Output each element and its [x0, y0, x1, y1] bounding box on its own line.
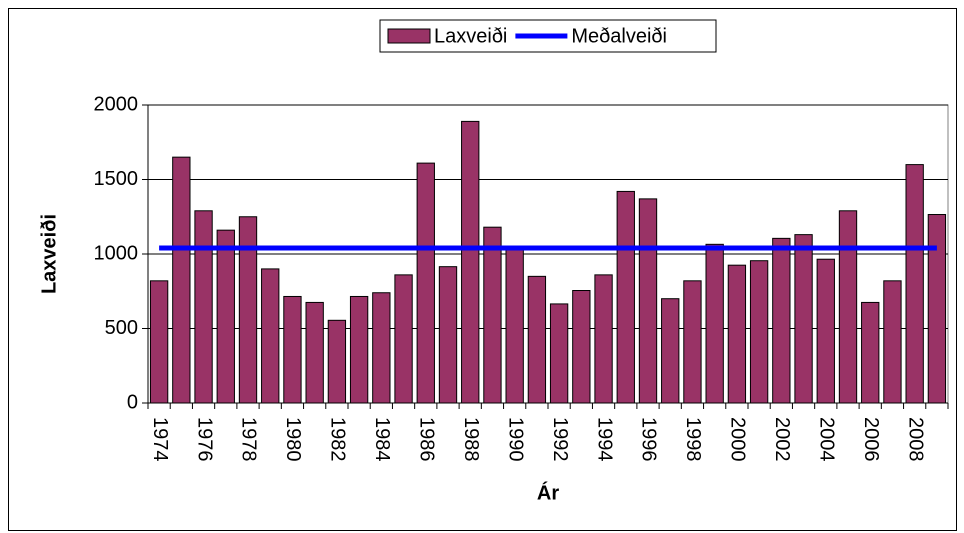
x-tick-label: 1974: [149, 417, 171, 462]
y-tick-label: 0: [127, 391, 138, 413]
bar: [594, 274, 613, 404]
x-tick-label: 1980: [282, 417, 304, 462]
bar: [905, 164, 924, 404]
bar: [661, 298, 680, 404]
legend-label: Meðalveiði: [571, 25, 667, 47]
y-tick-label: 2000: [94, 93, 139, 115]
bar: [927, 214, 947, 404]
bar: [549, 303, 569, 404]
bar: [794, 234, 813, 404]
bar: [527, 275, 547, 404]
bar: [749, 260, 769, 404]
bar: [683, 280, 702, 404]
bar: [238, 216, 258, 404]
x-tick-label: 1982: [327, 417, 349, 462]
x-tick-label: 1994: [593, 417, 615, 462]
bar: [705, 243, 724, 404]
bar: [283, 295, 302, 404]
x-tick-label: 1998: [682, 417, 704, 462]
bar: [149, 280, 169, 404]
bar: [372, 292, 391, 404]
bar: [438, 266, 458, 404]
x-tick-label: 2000: [727, 417, 749, 462]
bar: [483, 226, 502, 404]
x-tick-label: 1976: [193, 417, 215, 462]
bar: [394, 274, 413, 404]
bar: [572, 290, 591, 404]
legend-swatch: [387, 28, 431, 44]
x-axis-title: Ár: [537, 481, 559, 504]
x-tick-label: 1988: [460, 417, 482, 462]
x-tick-label: 1992: [549, 417, 571, 462]
x-tick-label: 2006: [860, 417, 882, 462]
bar: [816, 258, 835, 404]
y-tick-label: 1000: [94, 242, 139, 264]
x-tick-label: 2002: [771, 417, 793, 462]
bar: [194, 210, 213, 404]
x-tick-label: 1986: [415, 417, 437, 462]
x-tick-label: 2008: [904, 417, 926, 462]
bar: [261, 268, 280, 404]
x-tick-label: 1990: [504, 417, 526, 462]
bar: [416, 162, 435, 404]
bar: [883, 280, 902, 404]
bar: [838, 210, 858, 404]
x-tick-label: 1996: [638, 417, 660, 462]
x-tick-label: 1984: [371, 417, 393, 462]
legend-label: Laxveiði: [434, 25, 507, 47]
bar: [861, 301, 880, 404]
y-tick-label: 500: [105, 317, 138, 339]
bar: [305, 301, 324, 404]
bar: [349, 295, 369, 404]
x-tick-label: 1978: [238, 417, 260, 462]
bar: [505, 246, 524, 404]
bar: [461, 120, 480, 404]
bar: [327, 319, 347, 404]
bar: [772, 237, 791, 404]
y-tick-label: 1500: [94, 168, 139, 190]
y-axis-title: Laxveiði: [38, 214, 60, 294]
bar: [172, 156, 191, 404]
bar: [216, 229, 235, 404]
bar: [638, 198, 658, 404]
bar: [727, 264, 747, 404]
bar: [616, 190, 635, 404]
x-tick-label: 2004: [815, 417, 837, 462]
